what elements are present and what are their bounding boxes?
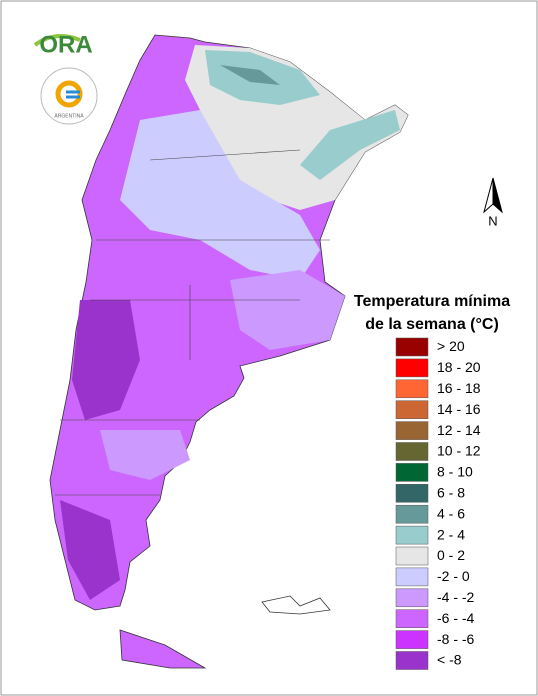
logo-swoosh	[33, 34, 81, 47]
legend-swatch	[395, 463, 429, 482]
legend-label: -4 - -2	[437, 589, 475, 605]
legend-swatch	[395, 567, 429, 587]
legend-label: 14 - 16	[437, 401, 481, 417]
legend-label: > 20	[437, 338, 465, 354]
legend-swatch	[395, 400, 429, 419]
logo-text: ORA	[39, 31, 92, 58]
legend-swatch	[395, 546, 429, 566]
legend-label: 16 - 18	[437, 380, 481, 396]
legend-swatch	[395, 504, 429, 524]
legend-swatch	[395, 421, 429, 440]
arrow-right	[492, 177, 503, 214]
legend-label: -6 - -4	[437, 610, 475, 626]
zone-dark-teal	[220, 65, 280, 85]
legend-label: 6 - 8	[437, 485, 465, 501]
map	[49, 34, 409, 669]
legend-swatch	[395, 337, 429, 357]
legend-label: -8 - -6	[437, 631, 475, 647]
islands	[261, 595, 331, 615]
legend-label: 4 - 6	[437, 505, 465, 521]
seal-waves	[66, 90, 80, 99]
north-arrow: N	[483, 177, 503, 228]
legend-swatch	[395, 358, 429, 378]
legend-label: 10 - 12	[437, 443, 481, 459]
zone-cold	[60, 300, 140, 600]
legend-label: 0 - 2	[437, 547, 465, 563]
legend-swatch	[395, 379, 429, 399]
legend-label: -2 - 0	[437, 568, 470, 584]
legend-title: Temperatura mínima	[354, 293, 510, 310]
legend-label: 2 - 4	[437, 526, 465, 542]
legend-title: de la semana (°C)	[365, 316, 499, 333]
seal-text: ARGENTINA	[54, 113, 84, 119]
legend-label: < -8	[437, 652, 462, 668]
north-label: N	[488, 213, 497, 228]
zone-teal	[205, 50, 400, 180]
legend-swatch	[395, 442, 429, 461]
legend-swatch	[395, 651, 429, 670]
zone-light	[120, 110, 320, 280]
legend-label: 12 - 14	[437, 422, 481, 438]
legend: Temperatura mínima de la semana (°C) > 2…	[354, 293, 510, 670]
tierra-del-fuego	[119, 629, 207, 669]
zone-lilac	[100, 270, 345, 480]
legend-swatch	[395, 588, 429, 608]
legend-swatch	[395, 484, 429, 503]
province-borders	[55, 149, 330, 496]
legend-swatch	[395, 630, 429, 649]
legend-swatch	[395, 525, 429, 545]
legend-swatch	[395, 609, 429, 628]
legend-label: 8 - 10	[437, 464, 473, 480]
logo: ORA ARGENTINA	[33, 31, 98, 125]
legend-label: 18 - 20	[437, 359, 481, 375]
seal-icon	[55, 80, 83, 108]
